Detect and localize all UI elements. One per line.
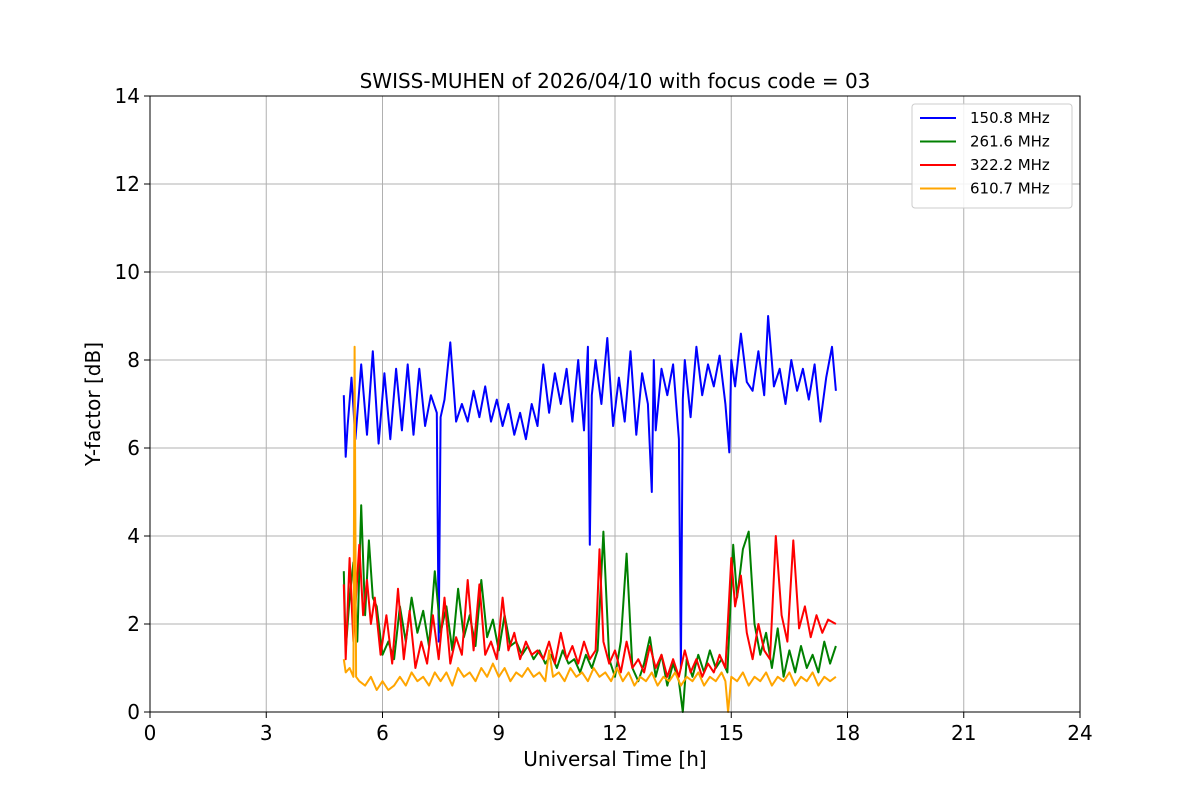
series-line-1: [342, 504, 837, 713]
series-line-0: [342, 315, 837, 669]
y-tick-label: 8: [127, 348, 140, 372]
legend-entry: 322.2 MHz: [970, 156, 1050, 174]
series-layer: [342, 315, 837, 713]
x-tick-label: 18: [835, 721, 860, 745]
x-tick-label: 0: [144, 721, 157, 745]
y-axis-label: Y-factor [dB]: [81, 342, 105, 467]
x-tick-label: 15: [719, 721, 744, 745]
legend-entry: 261.6 MHz: [970, 133, 1050, 151]
x-tick-label: 24: [1067, 721, 1092, 745]
y-tick-label: 0: [127, 700, 140, 724]
series-line-3: [342, 345, 837, 713]
series-line-2: [342, 535, 837, 678]
x-tick-label: 3: [260, 721, 273, 745]
x-tick-label: 21: [951, 721, 976, 745]
legend-box: [911, 103, 1073, 209]
legend-entry: 610.7 MHz: [970, 180, 1050, 198]
legend: 150.8 MHz 261.6 MHz 322.2 MHz 610.7 MHz: [911, 103, 1073, 209]
legend-entry: 150.8 MHz: [970, 109, 1050, 127]
y-tick-label: 14: [115, 84, 140, 108]
x-axis-label: Universal Time [h]: [523, 747, 706, 771]
x-tick-label: 9: [492, 721, 505, 745]
y-tick-label: 12: [115, 172, 140, 196]
y-tick-label: 4: [127, 524, 140, 548]
y-tick-label: 2: [127, 612, 140, 636]
y-tick-label: 10: [115, 260, 140, 284]
chart-title: SWISS-MUHEN of 2026/04/10 with focus cod…: [360, 69, 871, 93]
x-tick-label: 6: [376, 721, 389, 745]
y-tick-label: 6: [127, 436, 140, 460]
x-tick-label: 12: [602, 721, 627, 745]
